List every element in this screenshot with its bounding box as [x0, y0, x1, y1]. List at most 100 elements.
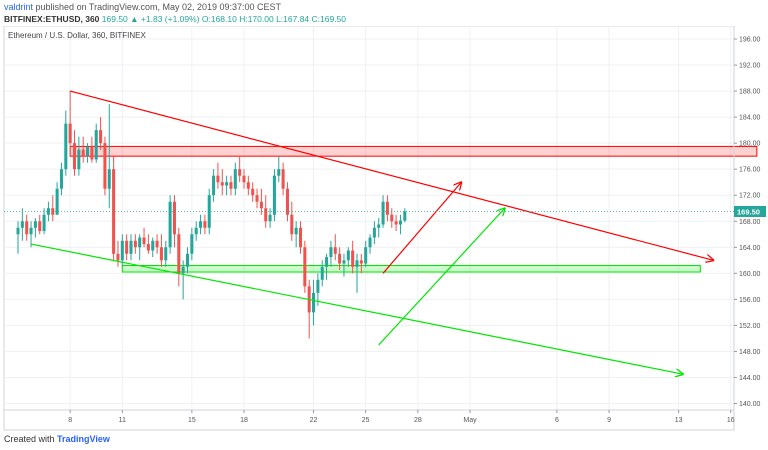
candle-body	[155, 240, 159, 248]
ohlc-readout: 169.50 ▲ +1.83 (+1.09%) O:168.10 H:170.0…	[101, 14, 347, 24]
candle-body	[194, 227, 198, 235]
author-link[interactable]: valdrint	[4, 2, 34, 12]
candle-body	[116, 253, 120, 261]
candle-body	[329, 247, 333, 258]
candle-body	[99, 130, 103, 144]
candle-body	[107, 169, 111, 189]
candles	[16, 91, 407, 339]
trendlines	[30, 90, 713, 374]
green-zone	[121, 265, 701, 273]
y-tick-label: 188.00	[739, 89, 761, 96]
candle-body	[259, 201, 263, 209]
candle-body	[403, 211, 407, 221]
y-tick-label: 184.00	[739, 115, 761, 122]
candle-body	[390, 214, 394, 222]
candle-body	[46, 208, 50, 215]
candle-body	[338, 253, 342, 264]
candle-body	[164, 247, 168, 261]
candle-body	[381, 201, 385, 225]
x-tick-label: May	[463, 417, 477, 424]
candle-body	[16, 227, 20, 235]
candle-body	[181, 266, 185, 274]
candle-body	[142, 237, 146, 245]
last-price-badge	[734, 205, 766, 217]
candle-body	[129, 240, 133, 254]
candle-body	[25, 221, 29, 235]
candle-body	[298, 227, 303, 248]
candle-body	[177, 234, 181, 274]
candle-body	[72, 143, 77, 170]
candle-body	[246, 182, 250, 189]
candle-body	[294, 227, 298, 235]
candle-body	[138, 237, 142, 248]
price-axis: 140.00 144.00 148.00 152.00 156.00 160.00 164.…	[734, 37, 761, 408]
candle-body	[68, 123, 72, 144]
x-tick-label: 11	[119, 417, 126, 424]
candle-body	[355, 260, 359, 267]
symbol-label: BITFINEX:ETHUSD, 360	[4, 14, 100, 24]
candle-body	[55, 188, 59, 215]
green-trendline	[30, 243, 683, 374]
candle-body	[268, 214, 272, 222]
red-trendline	[70, 90, 713, 260]
candle-body	[281, 169, 285, 189]
candle-body	[320, 266, 324, 280]
red-zone	[69, 145, 758, 157]
created-with-text: Created with	[4, 434, 55, 444]
candle-body	[33, 221, 37, 228]
candle-body	[168, 201, 172, 248]
candle-body	[333, 247, 337, 254]
candle-body	[59, 169, 63, 189]
symbol-info: BITFINEX:ETHUSD, 360 169.50 ▲ +1.83 (+1.…	[4, 14, 346, 24]
candle-body	[172, 201, 176, 235]
y-tick-label: 144.00	[739, 375, 761, 382]
x-tick-label: 8	[68, 417, 72, 424]
footer: Created with TradingView	[4, 434, 110, 444]
y-tick-label: 196.00	[739, 37, 761, 44]
candle-body	[285, 188, 289, 215]
candle-body	[94, 130, 98, 160]
chart-header: valdrint published on TradingView.com, M…	[0, 0, 768, 26]
candle-body	[398, 220, 402, 225]
candle-body	[86, 146, 90, 157]
x-tick-label: 15	[188, 417, 196, 424]
candle-body	[146, 244, 150, 251]
x-tick-label: 28	[414, 417, 422, 424]
green-trendline	[378, 208, 505, 346]
candle-body	[207, 195, 211, 228]
candle-body	[272, 175, 276, 215]
y-tick-label: 156.00	[739, 297, 761, 304]
candle-body	[364, 247, 368, 264]
y-tick-label: 180.00	[739, 141, 761, 148]
y-tick-label: 164.00	[739, 245, 761, 252]
time-axis: 8 11 15 18 22 25 28 May 6 9 13 16	[68, 410, 735, 424]
tradingview-brand[interactable]: TradingView	[57, 434, 110, 444]
candle-body	[42, 214, 46, 232]
candle-body	[90, 146, 94, 160]
candle-body	[203, 221, 207, 228]
x-tick-label: 6	[555, 417, 559, 424]
candle-body	[251, 188, 255, 196]
candle-body	[316, 279, 320, 293]
price-chart[interactable]: 140.00 144.00 148.00 152.00 156.00 160.00 164.…	[0, 26, 768, 432]
candle-body	[112, 169, 116, 254]
y-tick-label: 176.00	[739, 167, 761, 174]
candle-body	[312, 292, 316, 313]
plot-area	[3, 26, 735, 431]
candle-body	[220, 182, 224, 186]
y-tick-label: 160.00	[739, 271, 761, 278]
candle-body	[64, 123, 68, 170]
candle-body	[103, 143, 107, 189]
candle-body	[290, 214, 294, 235]
candle-body	[216, 175, 220, 183]
candle-body	[229, 182, 233, 189]
candle-body	[125, 240, 129, 254]
candle-body	[303, 247, 307, 287]
candle-body	[233, 169, 237, 189]
y-tick-label: 172.00	[739, 193, 761, 200]
chart-title: Ethereum / U.S. Dollar, 360, BITFINEX	[8, 31, 146, 40]
candle-body	[225, 182, 229, 186]
candle-body	[346, 250, 350, 261]
candle-body	[29, 227, 33, 235]
red-trendline	[382, 182, 461, 274]
